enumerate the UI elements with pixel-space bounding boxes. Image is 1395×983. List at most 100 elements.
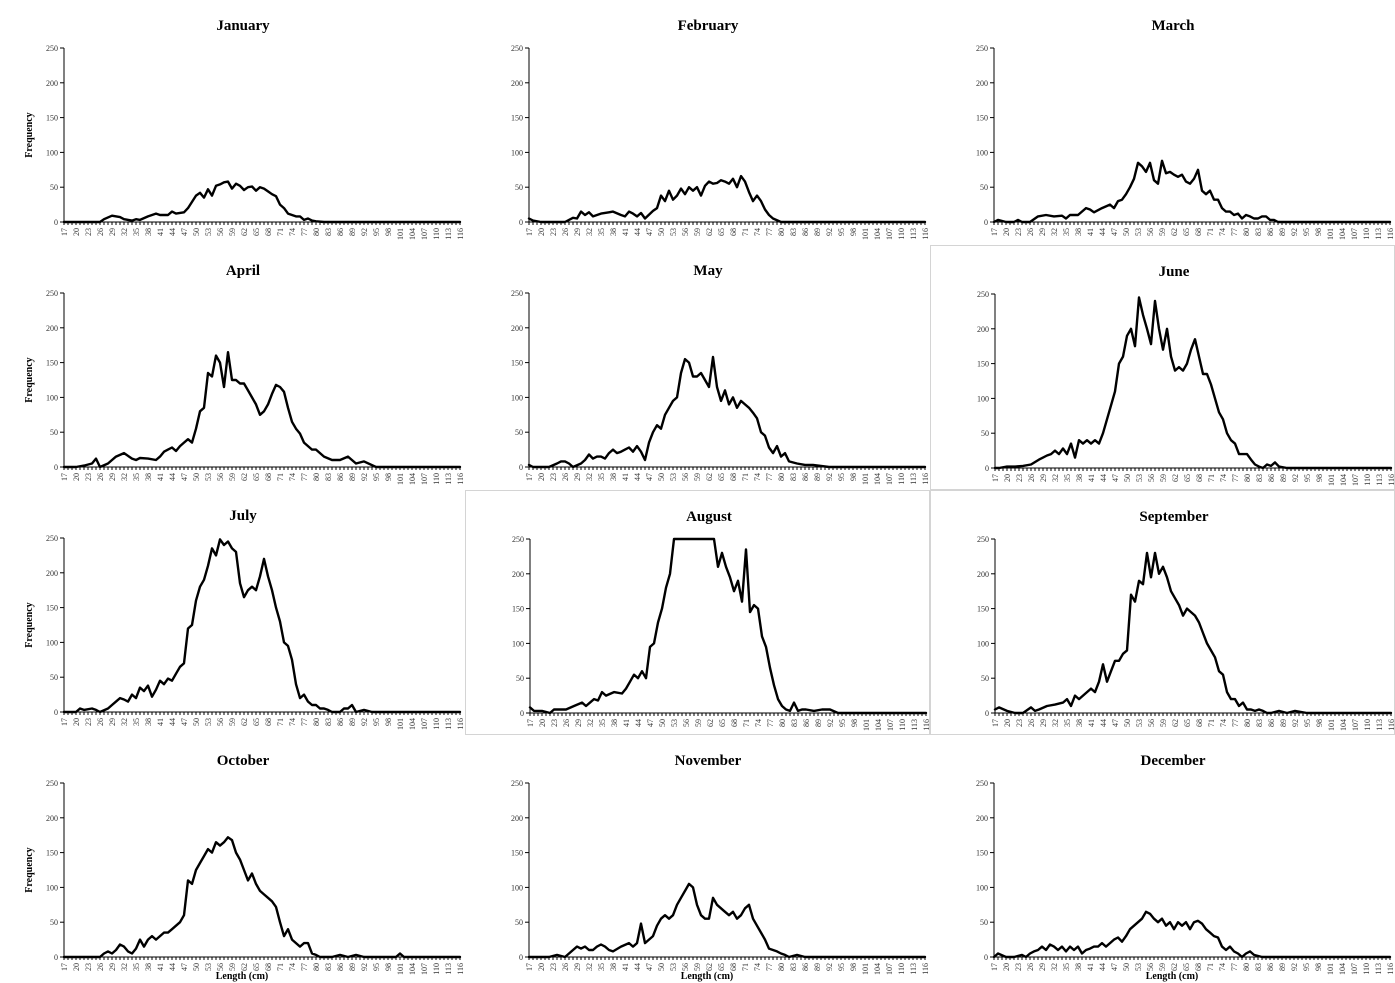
x-tick-label: 71	[1207, 719, 1216, 727]
frequency-series-line	[993, 551, 1393, 715]
x-tick-label: 38	[144, 228, 153, 236]
x-tick-label: 41	[156, 963, 165, 971]
x-tick-label: 59	[1158, 963, 1167, 971]
x-tick-label: 59	[693, 473, 702, 481]
x-tick-label: 62	[705, 473, 714, 481]
x-tick-label: 101	[862, 719, 871, 731]
y-tick-label: 100	[46, 883, 58, 892]
x-tick-label: 32	[120, 228, 129, 236]
x-tick-label: 113	[910, 719, 919, 731]
chart-title: April	[226, 263, 260, 279]
x-tick-label: 113	[444, 228, 453, 240]
x-tick-label: 35	[597, 473, 606, 481]
y-tick-label: 250	[511, 289, 523, 298]
x-tick-label: 20	[72, 718, 81, 726]
x-tick-label: 68	[729, 473, 738, 481]
y-tick-label: 50	[516, 674, 524, 683]
x-tick-label: 101	[396, 963, 405, 975]
x-tick-label: 80	[778, 719, 787, 727]
x-tick-label: 80	[312, 228, 321, 236]
x-tick-label: 29	[108, 228, 117, 236]
x-tick-label: 59	[693, 963, 702, 971]
x-tick-label: 95	[837, 963, 846, 971]
x-tick-label: 29	[573, 473, 582, 481]
x-tick-label: 77	[300, 963, 309, 971]
x-tick-label: 116	[1386, 228, 1395, 240]
x-tick-label: 77	[1231, 474, 1240, 482]
x-tick-label: 110	[1363, 719, 1372, 731]
x-tick-label: 44	[1099, 719, 1108, 727]
x-tick-label: 53	[669, 963, 678, 971]
y-tick-label: 200	[46, 79, 58, 88]
chart-title: October	[217, 753, 270, 769]
x-tick-label: 80	[777, 228, 786, 236]
x-tick-label: 71	[742, 719, 751, 727]
x-tick-label: 23	[1014, 228, 1023, 236]
x-tick-label: 107	[886, 719, 895, 731]
x-tick-label: 44	[168, 473, 177, 481]
x-tick-label: 38	[1075, 474, 1084, 482]
x-tick-label: 83	[1255, 474, 1264, 482]
y-tick-label: 200	[511, 814, 523, 823]
y-tick-label: 50	[980, 918, 988, 927]
y-tick-label: 0	[985, 464, 989, 473]
x-tick-label: 77	[1230, 963, 1239, 971]
x-tick-label: 62	[705, 963, 714, 971]
x-tick-label: 59	[228, 228, 237, 236]
chart-title: February	[678, 18, 739, 34]
x-tick-label: 20	[537, 963, 546, 971]
y-tick-label: 200	[511, 79, 523, 88]
x-tick-label: 113	[444, 963, 453, 975]
x-tick-label: 74	[754, 719, 763, 727]
x-tick-label: 95	[1302, 963, 1311, 971]
x-tick-label: 74	[1218, 963, 1227, 971]
x-tick-label: 83	[789, 963, 798, 971]
x-tick-label: 59	[694, 719, 703, 727]
y-tick-label: 200	[977, 325, 989, 334]
y-tick-label: 150	[46, 114, 58, 123]
x-tick-label: 41	[1086, 228, 1095, 236]
x-tick-label: 116	[921, 473, 930, 485]
y-tick-label: 100	[976, 148, 988, 157]
x-tick-label: 86	[802, 719, 811, 727]
x-tick-label: 68	[264, 963, 273, 971]
x-tick-label: 53	[204, 473, 213, 481]
y-tick-label: 50	[981, 674, 989, 683]
x-tick-label: 26	[1026, 963, 1035, 971]
y-tick-label: 150	[977, 605, 989, 614]
x-tick-label: 23	[549, 228, 558, 236]
y-tick-label: 0	[54, 953, 58, 962]
x-tick-label: 38	[610, 719, 619, 727]
x-tick-label: 50	[657, 228, 666, 236]
x-tick-label: 86	[1267, 474, 1276, 482]
x-tick-label: 74	[1218, 228, 1227, 236]
x-tick-label: 104	[1338, 963, 1347, 975]
x-tick-label: 44	[633, 963, 642, 971]
x-tick-label: 113	[909, 473, 918, 485]
frequency-series-line	[62, 180, 462, 224]
x-tick-label: 68	[729, 228, 738, 236]
x-tick-label: 80	[312, 718, 321, 726]
x-tick-label: 101	[1326, 228, 1335, 240]
x-tick-label: 32	[585, 473, 594, 481]
x-tick-label: 53	[1135, 474, 1144, 482]
y-tick-label: 50	[515, 428, 523, 437]
frequency-series-line	[527, 174, 927, 224]
x-tick-label: 53	[204, 963, 213, 971]
x-tick-label: 92	[1291, 719, 1300, 727]
x-tick-label: 116	[921, 963, 930, 975]
chart-svg: May 0 50 100 150 200 250 17 20 23 26 29 32 35 38 41 44 47…	[511, 263, 930, 485]
x-tick-label: 38	[609, 228, 618, 236]
y-tick-label: 150	[976, 114, 988, 123]
x-tick-label: 116	[1386, 963, 1395, 975]
x-tick-label: 35	[132, 718, 141, 726]
x-tick-label: 17	[60, 228, 69, 236]
x-tick-label: 116	[921, 228, 930, 240]
x-tick-label: 59	[228, 963, 237, 971]
y-tick-label: 250	[512, 535, 524, 544]
y-tick-label: 100	[46, 148, 58, 157]
x-tick-label: 104	[408, 228, 417, 240]
x-tick-label: 47	[646, 719, 655, 727]
x-tick-label: 38	[1075, 719, 1084, 727]
x-tick-label: 26	[1026, 228, 1035, 236]
